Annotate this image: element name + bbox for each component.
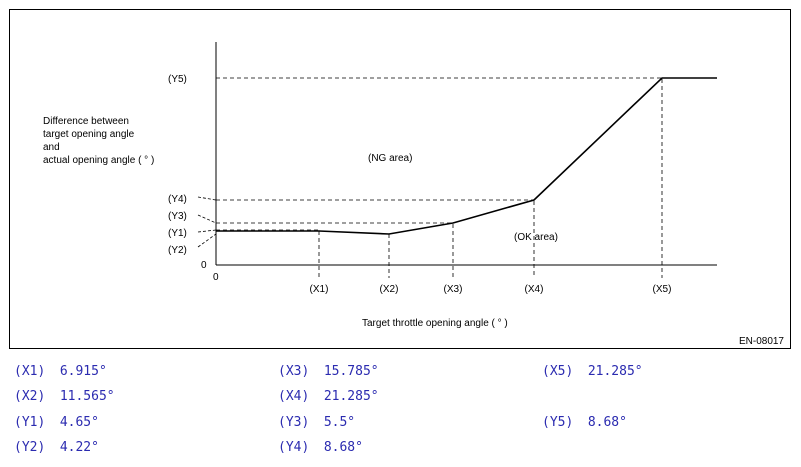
y-axis-label-line-1: Difference between	[43, 116, 129, 127]
legend-y1-value: 4.65°	[59, 415, 99, 430]
x-tick-x1: (X1)	[310, 284, 329, 295]
y3-leader	[197, 214, 217, 224]
ng-area-label: (NG area)	[368, 153, 412, 164]
x-tick-x4: (X4)	[525, 284, 544, 295]
x-tick-x3: (X3)	[444, 284, 463, 295]
legend-x1-label: (X1)	[14, 364, 46, 379]
x-axis-label: Target throttle opening angle ( ° )	[362, 318, 508, 329]
legend-x5-label: (X5)	[542, 364, 574, 379]
threshold-curve	[216, 77, 717, 235]
origin-x-label: 0	[213, 272, 219, 283]
legend-y5-label: (Y5)	[542, 415, 574, 430]
legend-x4-value: 21.285°	[323, 389, 379, 404]
y-tick-y2: (Y2)	[168, 245, 187, 256]
legend-x4: (X4) 21.285°	[278, 389, 379, 404]
x-tick-x2: (X2)	[380, 284, 399, 295]
ok-area-label: (OK area)	[514, 232, 558, 243]
x-tick-x5: (X5)	[653, 284, 672, 295]
legend-y3: (Y3) 5.5°	[278, 415, 355, 430]
legend-y1-label: (Y1)	[14, 415, 46, 430]
legend-x1-value: 6.915°	[59, 364, 107, 379]
y-tick-y1: (Y1)	[168, 228, 187, 239]
legend-x5: (X5) 21.285°	[542, 364, 643, 379]
legend-x4-label: (X4)	[278, 389, 310, 404]
y-axis-label-line-3: and	[43, 142, 60, 153]
throttle-diagram: Difference between target opening angle …	[43, 42, 784, 347]
legend-y3-value: 5.5°	[323, 415, 356, 430]
origin-y-label: 0	[201, 260, 207, 271]
legend-y4-label: (Y4)	[278, 440, 310, 455]
legend-y4: (Y4) 8.68°	[278, 440, 363, 455]
legend-x5-value: 21.285°	[587, 364, 643, 379]
legend-y2: (Y2) 4.22°	[14, 440, 99, 455]
legend-x1: (X1) 6.915°	[14, 364, 107, 379]
y2-leader	[197, 233, 217, 248]
legend-y1: (Y1) 4.65°	[14, 415, 99, 430]
legend-x2-value: 11.565°	[59, 389, 115, 404]
y-axis-label-line-2: target opening angle	[43, 129, 135, 140]
y1-leader	[197, 229, 217, 233]
legend-x3-value: 15.785°	[323, 364, 379, 379]
y-tick-y3: (Y3)	[168, 211, 187, 222]
legend-y3-label: (Y3)	[278, 415, 310, 430]
legend-x2-label: (X2)	[14, 389, 46, 404]
y-tick-y5: (Y5)	[168, 74, 187, 85]
legend-x2: (X2) 11.565°	[14, 389, 115, 404]
legend-x3: (X3) 15.785°	[278, 364, 379, 379]
y-axis-label-line-4: actual opening angle ( ° )	[43, 155, 154, 166]
legend-y4-value: 8.68°	[323, 440, 363, 455]
y-tick-y4: (Y4)	[168, 194, 187, 205]
y4-leader	[197, 196, 217, 201]
diagram-frame: Difference between target opening angle …	[9, 9, 791, 349]
legend-y5: (Y5) 8.68°	[542, 415, 627, 430]
legend-y2-label: (Y2)	[14, 440, 46, 455]
legend-y5-value: 8.68°	[587, 415, 627, 430]
figure-id: EN-08017	[739, 336, 784, 347]
legend-x3-label: (X3)	[278, 364, 310, 379]
legend-y2-value: 4.22°	[59, 440, 99, 455]
